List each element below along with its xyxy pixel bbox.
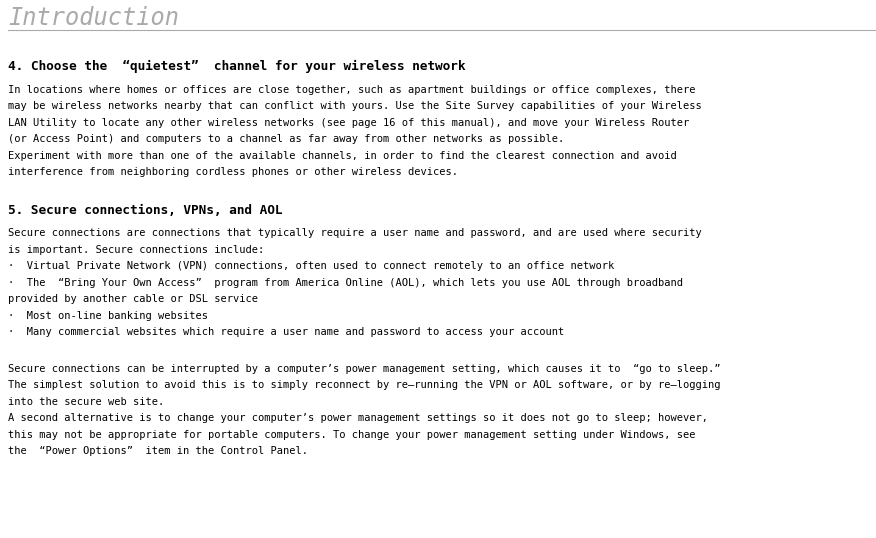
- Text: In locations where homes or offices are close together, such as apartment buildi: In locations where homes or offices are …: [8, 84, 696, 95]
- Text: is important. Secure connections include:: is important. Secure connections include…: [8, 245, 265, 254]
- Text: ·  Most on-line banking websites: · Most on-line banking websites: [8, 310, 208, 321]
- Text: Introduction: Introduction: [8, 6, 179, 30]
- Text: may be wireless networks nearby that can conflict with yours. Use the Site Surve: may be wireless networks nearby that can…: [8, 101, 702, 111]
- Text: Secure connections can be interrupted by a computer’s power management setting, : Secure connections can be interrupted by…: [8, 364, 720, 373]
- Text: ·  Virtual Private Network (VPN) connections, often used to connect remotely to : · Virtual Private Network (VPN) connecti…: [8, 261, 614, 271]
- Text: 4. Choose the  “quietest”  channel for your wireless network: 4. Choose the “quietest” channel for you…: [8, 60, 465, 73]
- Text: (or Access Point) and computers to a channel as far away from other networks as : (or Access Point) and computers to a cha…: [8, 134, 564, 144]
- Text: provided by another cable or DSL service: provided by another cable or DSL service: [8, 294, 258, 304]
- Text: The simplest solution to avoid this is to simply reconnect by re–running the VPN: The simplest solution to avoid this is t…: [8, 380, 720, 390]
- Text: ·  The  “Bring Your Own Access”  program from America Online (AOL), which lets y: · The “Bring Your Own Access” program fr…: [8, 278, 683, 288]
- Text: interference from neighboring cordless phones or other wireless devices.: interference from neighboring cordless p…: [8, 167, 458, 177]
- Text: Secure connections are connections that typically require a user name and passwo: Secure connections are connections that …: [8, 228, 702, 238]
- Text: into the secure web site.: into the secure web site.: [8, 397, 165, 407]
- Text: LAN Utility to locate any other wireless networks (see page 16 of this manual), : LAN Utility to locate any other wireless…: [8, 118, 689, 128]
- Text: ·  Many commercial websites which require a user name and password to access you: · Many commercial websites which require…: [8, 327, 564, 337]
- Text: Experiment with more than one of the available channels, in order to find the cl: Experiment with more than one of the ava…: [8, 151, 677, 160]
- Text: 5. Secure connections, VPNs, and AOL: 5. Secure connections, VPNs, and AOL: [8, 203, 282, 217]
- Text: A second alternative is to change your computer’s power management settings so i: A second alternative is to change your c…: [8, 413, 708, 423]
- Text: this may not be appropriate for portable computers. To change your power managem: this may not be appropriate for portable…: [8, 430, 696, 440]
- Text: the  “Power Options”  item in the Control Panel.: the “Power Options” item in the Control …: [8, 446, 308, 456]
